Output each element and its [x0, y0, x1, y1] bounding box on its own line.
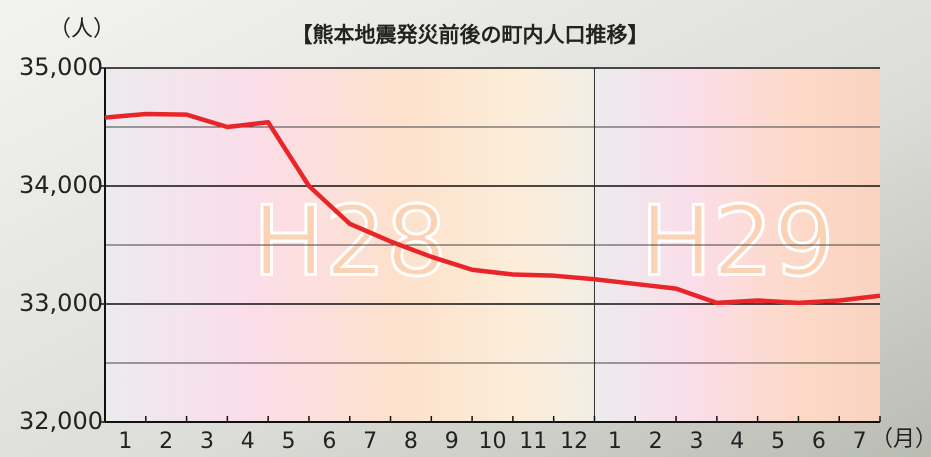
x-tick-label: 4: [730, 429, 744, 454]
x-tick-label: 7: [853, 429, 867, 454]
line: [104, 111, 881, 306]
x-tick-label: 12: [560, 429, 588, 454]
period-label: H28: [253, 185, 447, 297]
x-tick-label: 9: [445, 429, 459, 454]
x-tick-label: 3: [689, 429, 703, 454]
y-tick-label: 32,000: [19, 407, 103, 435]
period-label: H29: [640, 185, 834, 297]
y-unit: （人）: [49, 17, 115, 42]
x-tick-label: 6: [322, 429, 336, 454]
x-tick-label: 1: [608, 429, 622, 454]
x-tick-label: 2: [159, 429, 173, 454]
x-tick-label: 3: [200, 429, 214, 454]
x-tick-label: 7: [363, 429, 377, 454]
x-tick-label: 5: [771, 429, 785, 454]
x-tick-label: 8: [404, 429, 418, 454]
x-tick-label: 11: [519, 429, 547, 454]
y-tick-label: 34,000: [19, 171, 103, 199]
y-tick-label: 33,000: [19, 289, 103, 317]
y-tick-label: 35,000: [19, 53, 103, 81]
x-tick-label: 6: [812, 429, 826, 454]
x-tick-label: 10: [479, 429, 507, 454]
x-tick-label: 5: [282, 429, 296, 454]
x-tick-label: 1: [118, 429, 132, 454]
x-unit: （月）: [871, 427, 931, 452]
x-tick-label: 2: [649, 429, 663, 454]
chart-title: 【熊本地震発災前後の町内人口推移】: [292, 23, 649, 47]
x-tick-label: 4: [241, 429, 255, 454]
